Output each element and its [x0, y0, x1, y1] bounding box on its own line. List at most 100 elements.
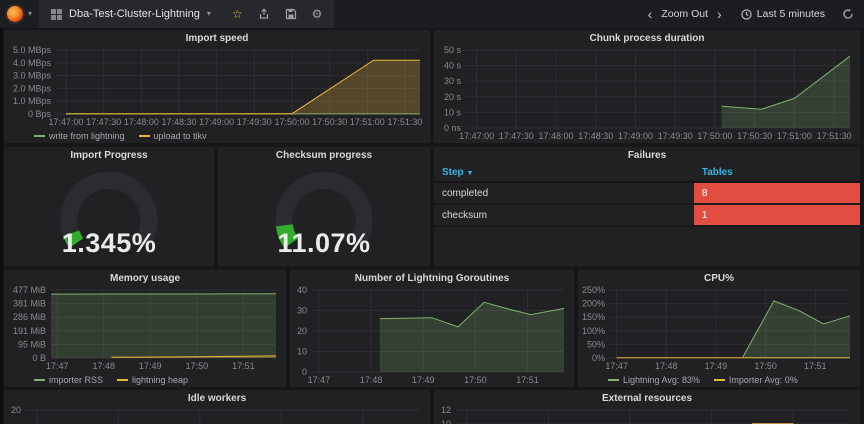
svg-text:17:48:30: 17:48:30 — [578, 131, 613, 141]
save-icon[interactable] — [285, 8, 297, 20]
svg-text:17:51:00: 17:51:00 — [350, 117, 385, 127]
legend-color-swatch — [139, 135, 150, 137]
column-header-tables[interactable]: Tables — [694, 167, 860, 178]
table-row: completed 8 — [434, 183, 860, 205]
svg-text:17:50: 17:50 — [464, 375, 487, 385]
panel-external-resources: External resources 12108642017:4717:4817… — [434, 390, 860, 424]
dashboard-grid-icon — [51, 9, 62, 20]
svg-text:17:49:30: 17:49:30 — [237, 117, 272, 127]
panel-import-progress: Import Progress 1.345% — [4, 147, 214, 266]
panel-title[interactable]: Checksum progress — [218, 147, 430, 162]
grafana-menu-button[interactable]: ▾ — [0, 0, 39, 28]
panel-title[interactable]: Memory usage — [4, 270, 286, 285]
svg-text:17:50: 17:50 — [186, 361, 209, 371]
svg-text:17:51: 17:51 — [232, 361, 255, 371]
dashboard-title-caret-icon[interactable]: ▾ — [207, 10, 211, 18]
legend-item[interactable]: write from lightning — [34, 131, 125, 141]
svg-text:0%: 0% — [592, 353, 605, 363]
star-icon[interactable]: ☆ — [232, 8, 243, 20]
svg-text:17:51:30: 17:51:30 — [387, 117, 422, 127]
dashboard-title[interactable]: Dba-Test-Cluster-Lightning — [69, 8, 200, 20]
svg-text:17:48:00: 17:48:00 — [124, 117, 159, 127]
panel-title[interactable]: CPU% — [578, 270, 860, 285]
time-controls: ‹ Zoom Out › Last 5 minutes — [648, 0, 864, 28]
svg-text:100%: 100% — [582, 326, 605, 336]
svg-text:17:50:00: 17:50:00 — [697, 131, 732, 141]
panel-import-speed: Import speed 5.0 MBps4.0 MBps3.0 MBps2.0… — [4, 30, 430, 143]
failures-table-body: completed 8 checksum 1 — [434, 183, 860, 227]
chart-canvas-idle-workers: 2015105017:4717:4817:4917:5017:51 — [4, 405, 430, 424]
svg-text:17:50:30: 17:50:30 — [312, 117, 347, 127]
svg-text:17:51:30: 17:51:30 — [817, 131, 852, 141]
chart-canvas-chunk-process-duration: 50 s40 s30 s20 s10 s0 ns17:47:0017:47:30… — [434, 45, 860, 143]
svg-text:50%: 50% — [587, 339, 605, 349]
legend-item[interactable]: Importer Avg: 0% — [714, 375, 798, 385]
failures-table: Step ▼ Tables completed 8 checksum 1 — [434, 162, 860, 266]
svg-text:17:48: 17:48 — [655, 361, 678, 371]
chart-canvas-memory-usage: 477 MiB381 MiB286 MiB191 MiB95 MiB0 B17:… — [4, 285, 286, 373]
svg-text:17:49: 17:49 — [139, 361, 162, 371]
legend-item[interactable]: upload to tikv — [139, 131, 207, 141]
legend-item[interactable]: Lightning Avg: 83% — [608, 375, 700, 385]
gear-icon[interactable]: ⚙ — [312, 8, 323, 20]
dashboard-title-section: Dba-Test-Cluster-Lightning ▾ ☆ ⚙ — [39, 0, 334, 28]
chevron-down-icon: ▾ — [28, 10, 32, 18]
chart-canvas-cpu: 250%200%150%100%50%0%17:4717:4817:4917:5… — [578, 285, 860, 373]
panel-title[interactable]: Import speed — [4, 30, 430, 45]
svg-text:50 s: 50 s — [444, 45, 462, 55]
panel-idle-workers: Idle workers 2015105017:4717:4817:4917:5… — [4, 390, 430, 424]
panel-goroutines: Number of Lightning Goroutines 403020100… — [290, 270, 574, 387]
time-shift-left-icon[interactable]: ‹ — [648, 7, 653, 21]
column-header-step[interactable]: Step ▼ — [434, 167, 694, 178]
panel-title[interactable]: Chunk process duration — [434, 30, 860, 45]
svg-text:1.0 MBps: 1.0 MBps — [13, 96, 52, 106]
time-range-picker[interactable]: Last 5 minutes — [741, 8, 825, 20]
gauge-value: 11.07% — [218, 228, 430, 259]
chart-canvas-import-speed: 5.0 MBps4.0 MBps3.0 MBps2.0 MBps1.0 MBps… — [4, 45, 430, 129]
svg-text:17:47: 17:47 — [308, 375, 331, 385]
zoom-out-button[interactable]: Zoom Out — [661, 8, 708, 20]
svg-text:17:50:00: 17:50:00 — [274, 117, 309, 127]
panel-cpu: CPU% 250%200%150%100%50%0%17:4717:4817:4… — [578, 270, 860, 387]
share-icon[interactable] — [258, 8, 270, 20]
chart-legend: importer RSS lightning heap — [4, 373, 286, 387]
panel-title[interactable]: Failures — [434, 147, 860, 162]
panel-title[interactable]: Import Progress — [4, 147, 214, 162]
svg-text:20: 20 — [11, 405, 21, 415]
svg-text:17:49:00: 17:49:00 — [199, 117, 234, 127]
top-navbar: ▾ Dba-Test-Cluster-Lightning ▾ ☆ ⚙ ‹ Zoo… — [0, 0, 864, 28]
sort-caret-icon: ▼ — [466, 170, 473, 177]
sidebar-edge — [0, 28, 3, 424]
panel-title[interactable]: External resources — [434, 390, 860, 405]
svg-text:95 MiB: 95 MiB — [18, 339, 46, 349]
svg-text:286 MiB: 286 MiB — [13, 312, 46, 322]
gauge-checksum-progress: 11.07% — [218, 162, 430, 266]
svg-text:3.0 MBps: 3.0 MBps — [13, 71, 52, 81]
svg-text:477 MiB: 477 MiB — [13, 285, 46, 295]
svg-text:20 s: 20 s — [444, 92, 462, 102]
legend-color-swatch — [34, 379, 45, 381]
refresh-icon[interactable] — [842, 8, 854, 20]
svg-text:2.0 MBps: 2.0 MBps — [13, 83, 52, 93]
panel-title[interactable]: Idle workers — [4, 390, 430, 405]
svg-text:17:51: 17:51 — [516, 375, 539, 385]
clock-icon — [741, 9, 752, 20]
svg-text:4.0 MBps: 4.0 MBps — [13, 58, 52, 68]
svg-text:17:48: 17:48 — [92, 361, 115, 371]
legend-item[interactable]: lightning heap — [117, 375, 188, 385]
svg-text:17:51:00: 17:51:00 — [777, 131, 812, 141]
svg-text:10: 10 — [441, 419, 451, 424]
svg-text:17:47:30: 17:47:30 — [499, 131, 534, 141]
svg-text:17:47: 17:47 — [46, 361, 69, 371]
panel-failures: Failures Step ▼ Tables completed 8 check… — [434, 147, 860, 266]
svg-text:250%: 250% — [582, 285, 605, 295]
table-row: checksum 1 — [434, 205, 860, 227]
panel-title[interactable]: Number of Lightning Goroutines — [290, 270, 574, 285]
svg-text:12: 12 — [441, 405, 451, 415]
legend-color-swatch — [34, 135, 45, 137]
time-shift-right-icon[interactable]: › — [717, 7, 722, 21]
svg-text:30: 30 — [297, 306, 307, 316]
svg-text:10: 10 — [297, 347, 307, 357]
legend-item[interactable]: importer RSS — [34, 375, 103, 385]
svg-text:17:47:30: 17:47:30 — [86, 117, 121, 127]
